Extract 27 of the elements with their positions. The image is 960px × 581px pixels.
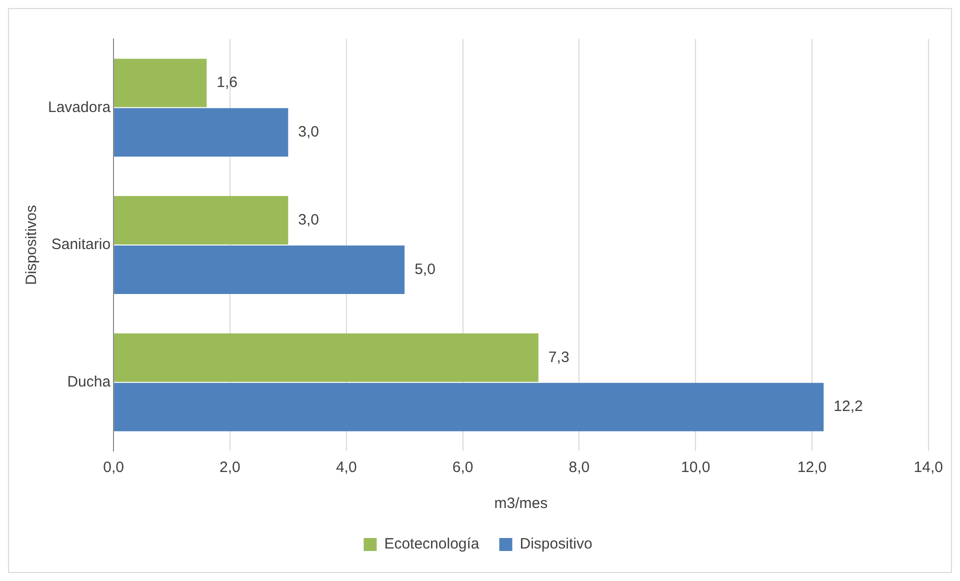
x-tick-label: 4,0	[336, 459, 357, 476]
bar	[114, 333, 538, 382]
data-label: 3,0	[298, 124, 320, 141]
x-tick-label: 14,0	[914, 459, 944, 476]
x-tick-label: 10,0	[680, 459, 710, 476]
x-tick-label: 0,0	[103, 459, 124, 476]
legend-label: Ecotecnología	[384, 536, 480, 553]
data-label: 3,0	[298, 211, 320, 228]
x-tick-label: 12,0	[797, 459, 827, 476]
data-label: 7,3	[548, 348, 570, 366]
data-label: 5,0	[414, 260, 436, 278]
x-tick-label: 2,0	[220, 459, 240, 476]
bar	[114, 196, 288, 245]
x-tick-label: 8,0	[568, 459, 590, 476]
y-tick-label: Lavadora	[48, 98, 112, 116]
bar	[114, 108, 288, 157]
legend-label: Dispositivo	[520, 536, 592, 553]
bar	[114, 382, 824, 432]
x-axis-title: m3/mes	[494, 495, 548, 512]
data-label: 1,6	[216, 74, 238, 92]
y-axis-title: Dispositivos	[23, 204, 40, 286]
y-tick-label: Ducha	[67, 373, 112, 390]
data-label: 12,2	[834, 398, 863, 416]
bar	[114, 245, 405, 294]
x-tick-label: 6,0	[452, 459, 474, 476]
bar	[114, 58, 207, 108]
y-tick-label: Sanitario	[51, 236, 111, 254]
